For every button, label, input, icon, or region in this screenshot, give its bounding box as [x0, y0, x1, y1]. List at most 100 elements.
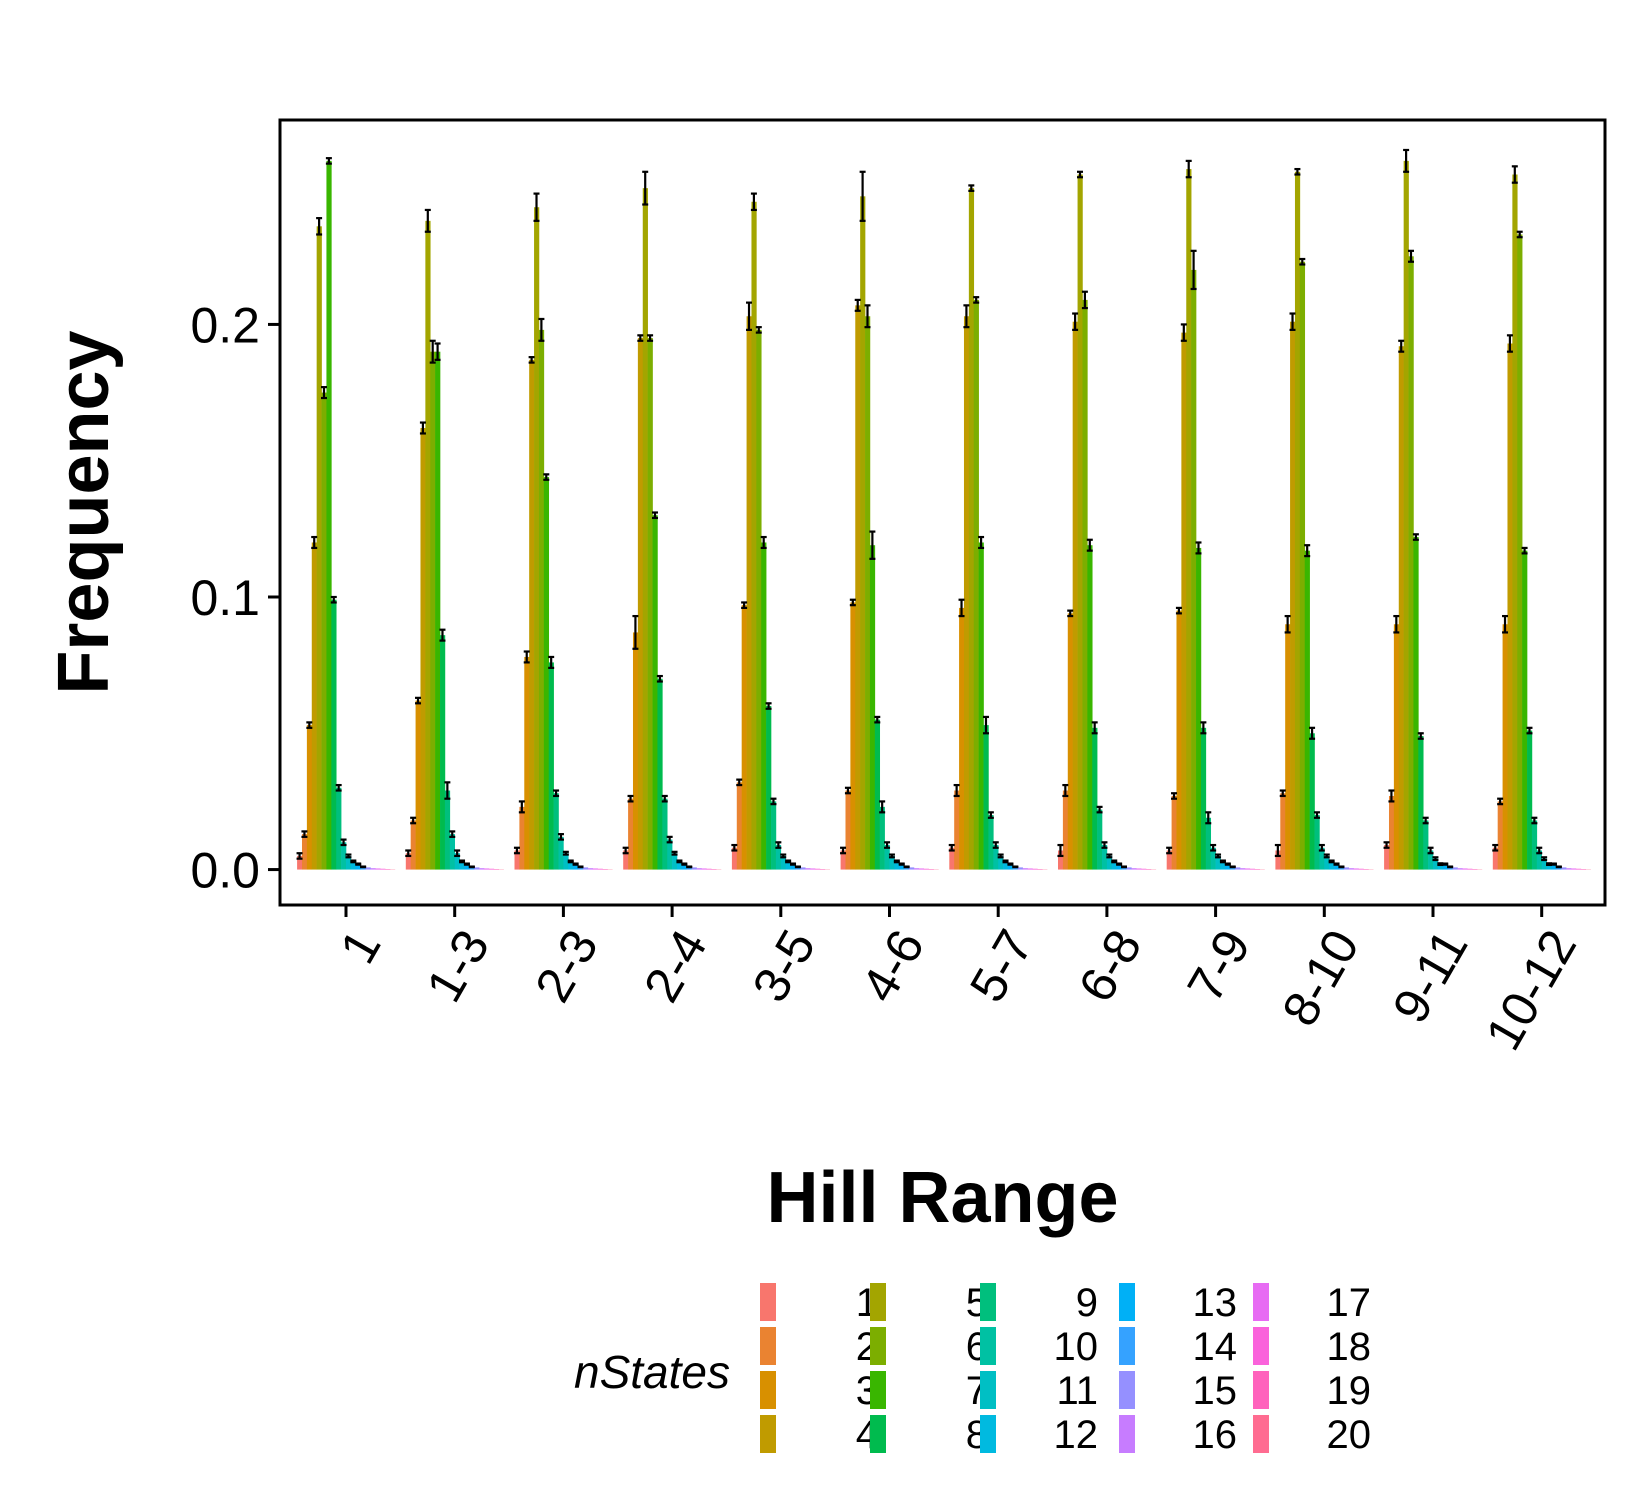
bar-nstates-4-4-6: [855, 305, 861, 870]
legend-swatch: [980, 1371, 996, 1409]
errorbar-nstates-14-6-8: [1121, 865, 1128, 869]
errorbar-nstates-8-1-3: [439, 628, 446, 642]
bar-nstates-13-5-7: [1007, 864, 1014, 870]
bar-nstates-12-1-3: [459, 861, 465, 870]
bar-nstates-8-2-3: [548, 662, 554, 870]
bar-nstates-5-4-6: [860, 196, 866, 870]
bar-nstates-3-6-8: [1067, 613, 1073, 870]
legend-swatch: [1253, 1283, 1269, 1321]
errorbar-nstates-3-9-11: [1393, 614, 1400, 634]
legend-swatch: [760, 1283, 776, 1321]
bar-nstates-7-8-10: [1304, 550, 1310, 870]
bar-nstates-8-2-4: [657, 678, 663, 870]
bar-nstates-12-2-3: [568, 861, 574, 870]
legend-item-3: 3: [760, 1369, 878, 1413]
bar-nstates-16-1-3: [479, 868, 485, 870]
bar-nstates-9-8-10: [1314, 815, 1320, 870]
errorbar-nstates-4-4-6: [854, 298, 861, 312]
bar-nstates-15-5-7: [1017, 867, 1023, 870]
bar-nstates-15-3-5: [800, 867, 806, 870]
bar-nstates-9-3-5: [771, 801, 777, 870]
errorbar-nstates-7-6-8: [1086, 538, 1093, 552]
bar-nstates-17-9-11: [1462, 868, 1468, 870]
bar-nstates-7-5-7: [978, 542, 984, 870]
y-tick-label: 0.1: [190, 570, 260, 626]
bar-nstates-5-2-4: [642, 188, 648, 870]
errorbar-nstates-9-2-4: [661, 794, 668, 803]
bar-nstates-11-6-8: [1106, 855, 1113, 870]
errorbar-nstates-3-1-3: [415, 696, 422, 705]
bar-nstates-8-7-9: [1200, 727, 1207, 870]
bar-nstates-10-2-3: [558, 836, 564, 870]
errorbar-nstates-13-2-4: [681, 862, 688, 866]
bar-nstates-7-9-11: [1413, 537, 1419, 870]
errorbar-nstates-1-4-6: [840, 846, 847, 855]
bar-nstates-2-1-3: [410, 820, 416, 870]
errorbar-nstates-14-5-7: [1012, 865, 1019, 869]
legend-label: 12: [1054, 1413, 1099, 1457]
bar-nstates-5-10-12: [1512, 174, 1518, 870]
errorbar-nstates-6-2-3: [538, 317, 545, 342]
bar-nstates-6-7-9: [1191, 269, 1197, 870]
bar-nstates-18-3-5: [815, 868, 821, 870]
errorbar-nstates-3-6-8: [1067, 609, 1074, 618]
bar-nstates-15-1: [365, 867, 371, 870]
legend-item-6: 6: [870, 1325, 988, 1369]
x-tick-label: 2-3: [524, 921, 609, 1012]
bar-nstates-2-8-10: [1280, 793, 1286, 870]
errorbar-nstates-5-4-6: [859, 170, 866, 222]
bar-nstates-8-3-5: [766, 706, 772, 870]
bar-nstates-13-1-3: [464, 864, 470, 870]
errorbar-nstates-8-2-4: [656, 674, 663, 683]
errorbar-nstates-11-2-3: [562, 850, 569, 856]
x-tick-label: 4-6: [850, 921, 935, 1012]
errorbar-nstates-12-4-6: [893, 859, 900, 864]
bar-nstates-11-5-7: [998, 855, 1004, 870]
errorbar-nstates-13-9-11: [1442, 862, 1449, 866]
bar-nstates-6-3-5: [756, 329, 762, 870]
errorbar-nstates-1-7-9: [1166, 846, 1173, 855]
bar-nstates-6-1-3: [430, 351, 436, 870]
bar-nstates-6-9-11: [1408, 256, 1414, 870]
errorbar-nstates-13-2-3: [572, 862, 579, 866]
bar-nstates-4-1-3: [420, 428, 426, 870]
legend-item-16: 16: [1119, 1413, 1237, 1457]
errorbar-nstates-2-9-11: [1388, 789, 1395, 803]
bar-nstates-12-9-11: [1437, 864, 1444, 870]
errorbar-nstates-4-2-3: [528, 356, 535, 364]
bar-nstates-11-1-3: [454, 853, 460, 870]
errorbar-nstates-10-8-10: [1318, 843, 1325, 852]
errorbar-nstates-9-1: [335, 783, 342, 792]
legend-label: 14: [1193, 1325, 1238, 1369]
errorbar-nstates-6-5-7: [973, 296, 980, 304]
bar-nstates-15-8-10: [1343, 867, 1350, 870]
legend-swatch: [1253, 1371, 1269, 1409]
errorbar-nstates-7-7-9: [1195, 541, 1202, 555]
errorbar-nstates-14-8-10: [1338, 865, 1345, 869]
bar-nstates-10-7-9: [1210, 847, 1216, 870]
errorbar-nstates-11-9-11: [1432, 856, 1439, 862]
x-tick-label: 6-8: [1068, 921, 1153, 1012]
bar-nstates-13-2-3: [573, 864, 579, 870]
errorbar-nstates-8-4-6: [874, 715, 881, 724]
errorbar-nstates-11-3-5: [780, 853, 787, 859]
bar-nstates-4-10-12: [1507, 343, 1513, 870]
bar-nstates-18-5-7: [1032, 868, 1038, 870]
bar-nstates-17-8-10: [1353, 868, 1359, 870]
bar-nstates-2-6-8: [1062, 790, 1069, 870]
bar-nstates-11-3-5: [780, 855, 786, 870]
errorbar-nstates-12-5-7: [1002, 859, 1009, 864]
legend-swatch: [1253, 1327, 1269, 1365]
errorbar-nstates-10-2-3: [557, 833, 564, 841]
bar-nstates-19-2-4: [711, 869, 717, 870]
errorbar-nstates-7-3-5: [760, 535, 767, 550]
errorbar-nstates-13-3-5: [790, 862, 797, 866]
errorbar-nstates-13-4-6: [898, 862, 905, 866]
bar-nstates-1-1: [297, 855, 303, 870]
errorbar-nstates-5-3-5: [750, 192, 757, 212]
errorbar-nstates-14-1-3: [468, 865, 475, 869]
legend-swatch: [980, 1283, 996, 1321]
errorbar-nstates-11-5-7: [997, 853, 1004, 859]
errorbar-nstates-2-8-10: [1279, 789, 1286, 798]
bar-nstates-19-7-9: [1254, 869, 1260, 870]
